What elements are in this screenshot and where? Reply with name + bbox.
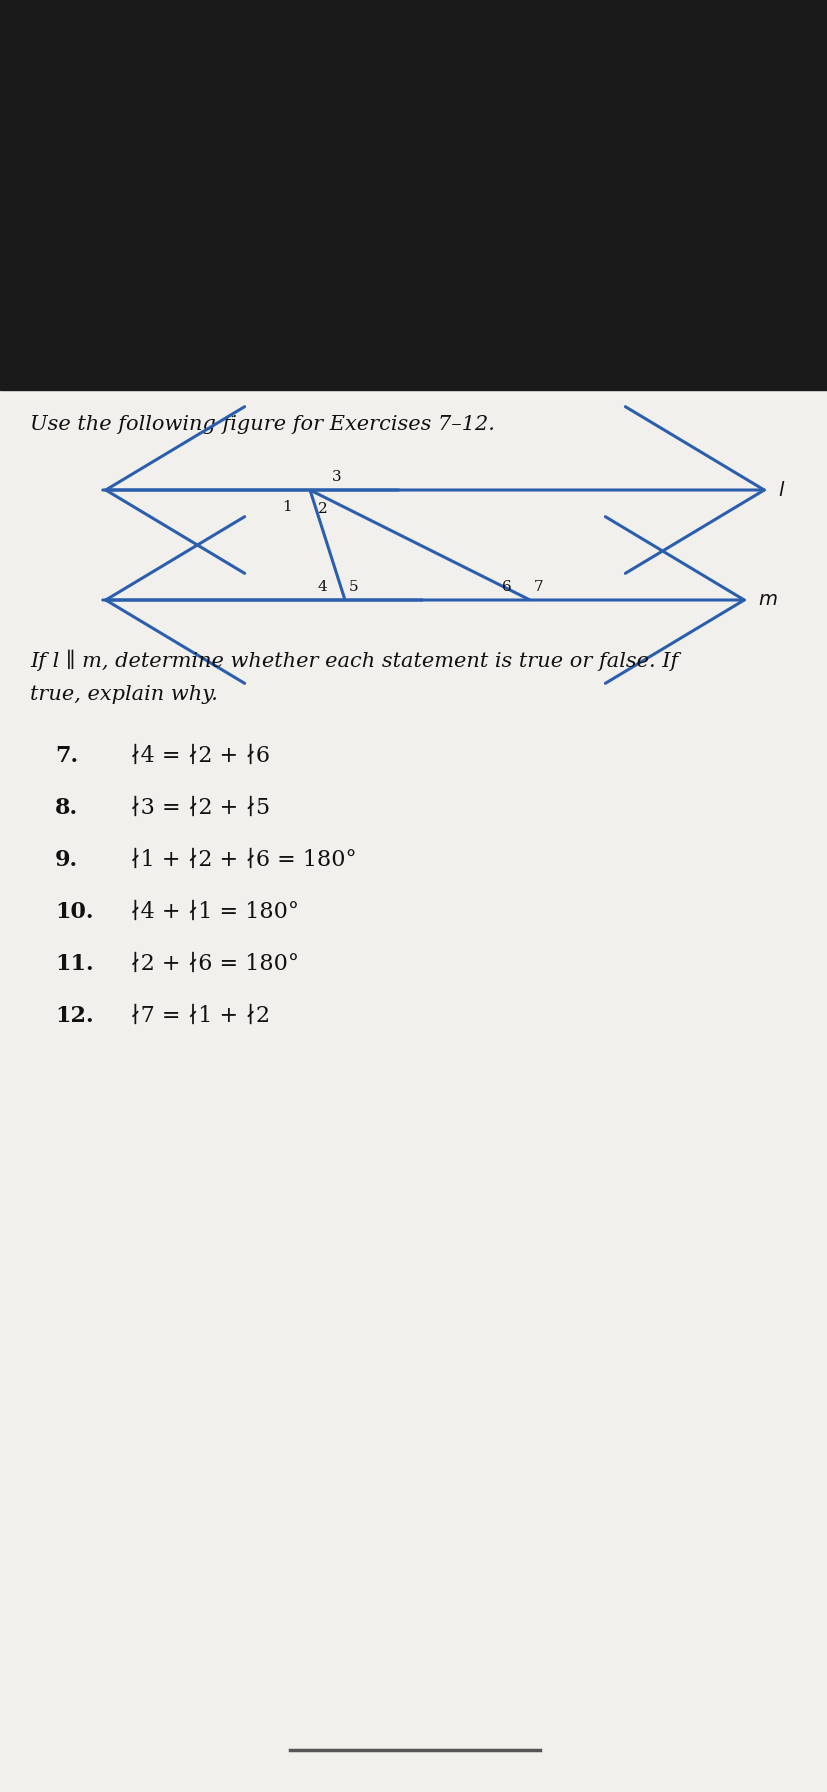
Text: ∤7 = ∤1 + ∤2: ∤7 = ∤1 + ∤2	[130, 1005, 270, 1027]
Text: ∤2 + ∤6 = 180°: ∤2 + ∤6 = 180°	[130, 953, 299, 975]
Text: Use the following figure for Exercises 7–12.: Use the following figure for Exercises 7…	[30, 416, 495, 434]
Text: 7: 7	[533, 581, 543, 593]
Text: ∤4 + ∤1 = 180°: ∤4 + ∤1 = 180°	[130, 901, 299, 923]
Text: ∤1 + ∤2 + ∤6 = 180°: ∤1 + ∤2 + ∤6 = 180°	[130, 849, 356, 871]
Text: 2: 2	[318, 502, 327, 516]
Text: 5: 5	[348, 581, 358, 593]
Text: 1: 1	[282, 500, 292, 514]
Text: 7.: 7.	[55, 745, 78, 767]
Text: ∤3 = ∤2 + ∤5: ∤3 = ∤2 + ∤5	[130, 797, 270, 819]
Text: 3: 3	[332, 470, 342, 484]
Text: 8.: 8.	[55, 797, 78, 819]
Text: 4: 4	[317, 581, 327, 593]
Text: $m$: $m$	[757, 591, 777, 609]
Text: 6: 6	[502, 581, 511, 593]
Text: 9.: 9.	[55, 849, 78, 871]
Text: 11.: 11.	[55, 953, 93, 975]
Text: $l$: $l$	[777, 480, 784, 500]
Text: 12.: 12.	[55, 1005, 93, 1027]
Text: true, explain why.: true, explain why.	[30, 685, 218, 704]
Bar	[0, 0, 827, 391]
Text: ∤4 = ∤2 + ∤6: ∤4 = ∤2 + ∤6	[130, 745, 270, 767]
Text: If l ∥ m, determine whether each statement is true or false. If: If l ∥ m, determine whether each stateme…	[30, 650, 677, 672]
Text: 10.: 10.	[55, 901, 93, 923]
